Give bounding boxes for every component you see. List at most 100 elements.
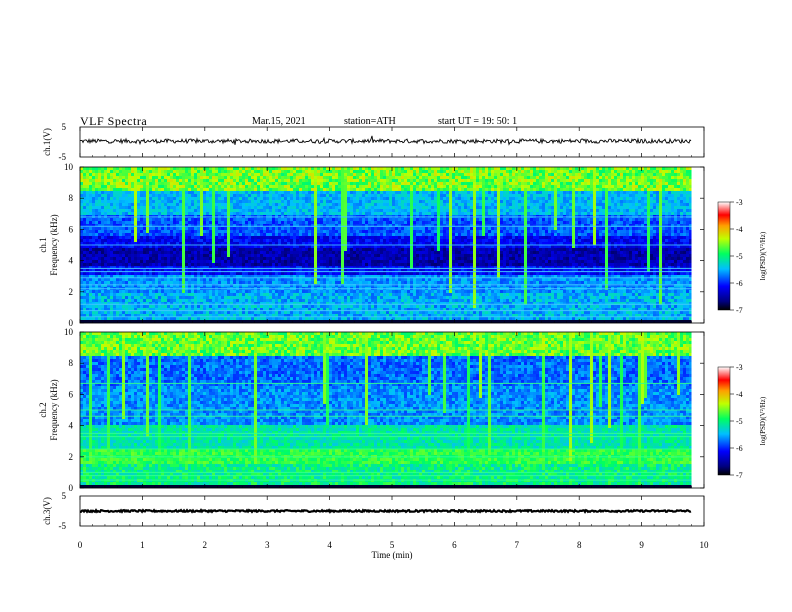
spectrogram-cell [251, 299, 255, 303]
spectrogram-cell [275, 200, 279, 204]
spectrogram-cell [299, 314, 303, 318]
spectrogram-cell [350, 206, 354, 210]
spectrogram-cell [158, 260, 162, 264]
spectrogram-cell [317, 227, 321, 231]
spectrogram-cell [365, 293, 369, 297]
spectrogram-cell [134, 185, 138, 189]
spectrogram-cell [245, 317, 249, 321]
spectrogram-cell [95, 257, 99, 261]
spectrogram-cell [329, 290, 333, 294]
spectrogram-cell [272, 299, 276, 303]
spectrogram-cell [236, 200, 240, 204]
spectrogram-cell [299, 194, 303, 198]
spectrogram-cell [191, 263, 195, 267]
spectrogram-cell [251, 317, 255, 321]
spectrogram-cell [224, 278, 228, 282]
spectrogram-cell [170, 317, 174, 321]
spectrogram-cell [182, 182, 186, 186]
spectrogram-cell [125, 257, 129, 261]
spectrogram-cell [101, 254, 105, 258]
spectrogram-cell [131, 248, 135, 252]
spectrogram-cell [326, 314, 330, 318]
spectrogram-cell [350, 200, 354, 204]
spectrogram-cell [293, 272, 297, 276]
spectrogram-cell [320, 224, 324, 228]
spectrogram-cell [194, 320, 198, 324]
spectrogram-cell [173, 248, 177, 252]
spectrogram-cell [92, 224, 96, 228]
spectrogram-cell [272, 308, 276, 312]
spectrogram-cell [317, 317, 321, 321]
spectrogram-cell [221, 305, 225, 309]
spectrogram-cell [170, 209, 174, 213]
spectrogram-cell [182, 314, 186, 318]
spectrogram-cell [236, 311, 240, 315]
spectrogram-cell [254, 263, 258, 267]
spectrogram-cell [269, 311, 273, 315]
spectrogram-cell [137, 182, 141, 186]
spectrogram-cell [173, 233, 177, 237]
spectrogram-cell [278, 293, 282, 297]
spectrogram-cell [173, 281, 177, 285]
spectrogram-cell [134, 299, 138, 303]
spectrogram-cell [191, 302, 195, 306]
spectrogram-cell [335, 182, 339, 186]
spectrogram-cell [296, 212, 300, 216]
spectrogram-cell [215, 278, 219, 282]
spectrogram-cell [305, 239, 309, 243]
spectrogram-cell [278, 311, 282, 315]
spectrogram-cell [341, 203, 345, 207]
spectrogram-cell [155, 311, 159, 315]
spectrogram-cell [134, 209, 138, 213]
spectrogram-cell [167, 188, 171, 192]
spectrogram-cell [101, 194, 105, 198]
spectrogram-cell [110, 254, 114, 258]
spectrogram-cell [116, 281, 120, 285]
spectrogram-cell [353, 239, 357, 243]
spectrogram-cell [188, 188, 192, 192]
spectrogram-cell [137, 272, 141, 276]
spectrogram-cell [140, 320, 144, 324]
spectrogram-cell [137, 209, 141, 213]
spectrogram-cell [344, 173, 348, 177]
spectrogram-cell [296, 269, 300, 273]
spectrogram-cell [113, 293, 117, 297]
spectrogram-cell [356, 224, 360, 228]
spectrogram-cell [170, 248, 174, 252]
spectrogram-cell [161, 221, 165, 225]
spectrogram-cell [251, 227, 255, 231]
spectrogram-cell [308, 179, 312, 183]
spectrogram-cell [113, 302, 117, 306]
spectrogram-cell [239, 194, 243, 198]
spectrogram-cell [80, 194, 84, 198]
spectrogram-cell [212, 290, 216, 294]
spectrogram-cell [308, 251, 312, 255]
spectrogram-cell [254, 275, 258, 279]
spectrogram-cell [257, 275, 261, 279]
spectrogram-cell [290, 227, 294, 231]
spectrogram-cell [365, 188, 369, 192]
spectrogram-cell [182, 257, 186, 261]
spectrogram-cell [188, 209, 192, 213]
spectrogram-cell [104, 236, 108, 240]
spectrogram-cell [365, 233, 369, 237]
spectrogram-cell [314, 182, 318, 186]
spectrogram-cell [299, 218, 303, 222]
spectrogram-cell [119, 179, 123, 183]
spectrogram-cell [239, 218, 243, 222]
spectrogram-cell [281, 257, 285, 261]
spectrogram-cell [287, 311, 291, 315]
spectrogram-cell [206, 275, 210, 279]
spectrogram-cell [107, 203, 111, 207]
spectrogram-cell [251, 266, 255, 270]
spectrogram-cell [266, 305, 270, 309]
spectrogram-cell [128, 227, 132, 231]
spectrogram-cell [296, 248, 300, 252]
spectrogram-cell [305, 194, 309, 198]
spectrogram-cell [296, 182, 300, 186]
spectrogram-cell [302, 212, 306, 216]
spectrogram-cell [125, 203, 129, 207]
spectrogram-cell [299, 209, 303, 213]
spectrogram-cell [278, 275, 282, 279]
spectrogram-cell [146, 236, 150, 240]
